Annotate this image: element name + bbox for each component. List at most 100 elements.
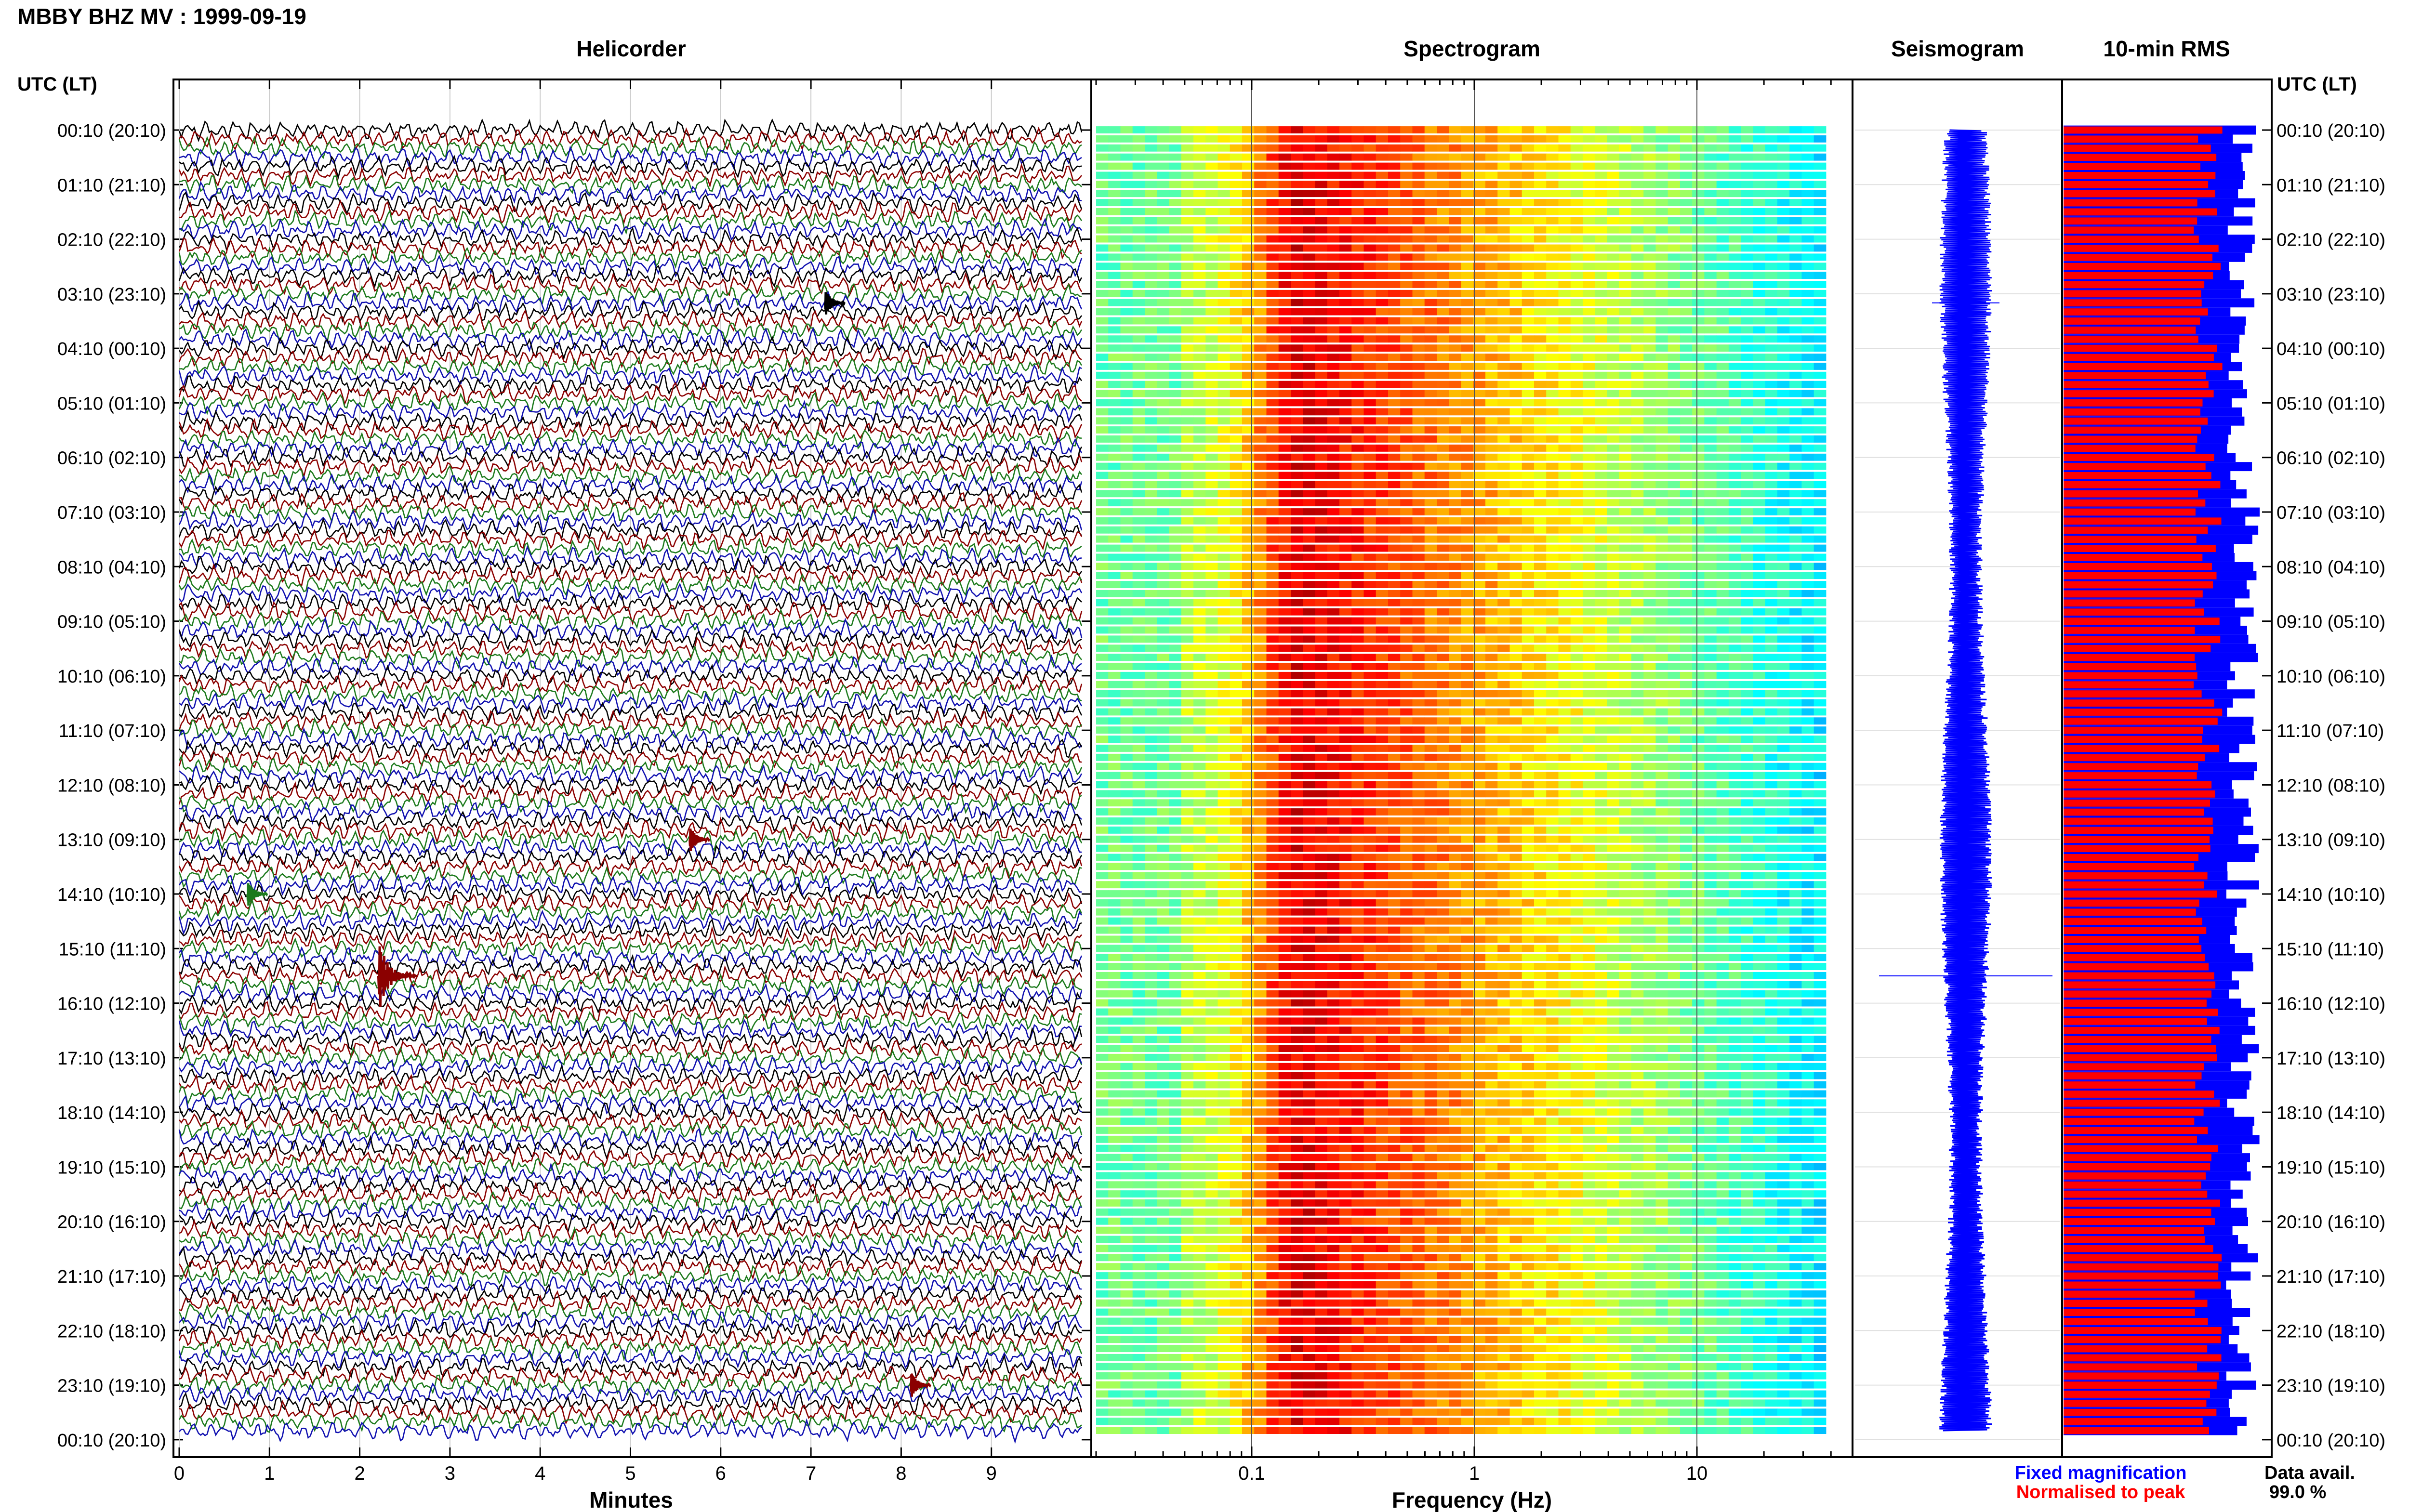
spectrogram-cell: [1315, 635, 1328, 643]
spectrogram-cell: [1813, 435, 1827, 443]
spectrogram-cell: [1266, 444, 1279, 452]
spectrogram-cell: [1716, 781, 1729, 789]
spectrogram-cell: [1254, 553, 1267, 561]
spectrogram-cell: [1376, 162, 1389, 170]
spectrogram-cell: [1169, 344, 1182, 352]
spectrogram-cell: [1789, 171, 1802, 179]
spectrogram-cell: [1412, 208, 1425, 215]
spectrogram-cell: [1619, 799, 1632, 807]
spectrogram-cell: [1668, 663, 1681, 670]
spectrogram-cell: [1765, 453, 1778, 461]
spectrogram-cell: [1303, 581, 1315, 588]
spectrogram-cell: [1205, 272, 1218, 279]
spectrogram-cell: [1509, 681, 1522, 688]
spectrogram-cell: [1096, 472, 1109, 479]
spectrogram-cell: [1680, 481, 1693, 488]
spectrogram-cell: [1242, 363, 1255, 370]
spectrogram-cell: [1096, 208, 1109, 215]
spectrogram-cell: [1108, 289, 1121, 297]
spectrogram-cell: [1205, 599, 1218, 606]
spectrogram-cell: [1777, 753, 1790, 761]
spectrogram-cell: [1728, 335, 1741, 343]
spectrogram-cell: [1157, 799, 1169, 807]
spectrogram-cell: [1522, 654, 1535, 661]
spectrogram-cell: [1497, 736, 1510, 743]
spectrogram-cell: [1534, 289, 1547, 297]
spectrogram-cell: [1169, 745, 1182, 752]
spectrogram-row: [1096, 717, 1827, 725]
spectrogram-cell: [1704, 817, 1717, 825]
spectrogram-cell: [1728, 235, 1741, 243]
spectrogram-cell: [1619, 663, 1632, 670]
spectrogram-cell: [1765, 263, 1778, 270]
spectrogram-cell: [1339, 462, 1352, 470]
spectrogram-cell: [1643, 635, 1656, 643]
spectrogram-cell: [1278, 453, 1291, 461]
spectrogram-cell: [1193, 153, 1206, 161]
spectrogram-cell: [1376, 490, 1389, 498]
spectrogram-cell: [1193, 745, 1206, 752]
spectrogram-cell: [1363, 181, 1377, 188]
helicorder-trace: [179, 462, 1083, 488]
spectrogram-cell: [1339, 289, 1352, 297]
spectrogram-cell: [1218, 281, 1231, 288]
spectrogram-cell: [1583, 263, 1595, 270]
helicorder-trace: [179, 926, 1083, 953]
spectrogram-cell: [1218, 681, 1231, 688]
spectrogram-cell: [1789, 517, 1802, 525]
spectrogram-cell: [1522, 244, 1535, 252]
time-label-left: 14:10 (10:10): [57, 885, 166, 905]
spectrogram-cell: [1704, 772, 1717, 779]
helicorder-trace: [178, 627, 1082, 652]
spectrogram-cell: [1534, 190, 1547, 197]
spectrogram-cell: [1728, 153, 1741, 161]
spectrogram-cell: [1327, 135, 1340, 143]
spectrogram-cell: [1558, 708, 1571, 716]
spectrogram-cell: [1291, 671, 1303, 679]
spectrogram-row: [1096, 763, 1827, 770]
spectrogram-cell: [1424, 717, 1437, 725]
spectrogram-cell: [1254, 817, 1267, 825]
spectrogram-cell: [1157, 435, 1169, 443]
spectrogram-cell: [1193, 799, 1206, 807]
spectrogram-cell: [1437, 162, 1449, 170]
spectrogram-cell: [1132, 817, 1145, 825]
spectrogram-cell: [1570, 281, 1583, 288]
spectrogram-cell: [1765, 590, 1778, 597]
spectrogram-cell: [1412, 626, 1425, 634]
spectrogram-cell: [1643, 244, 1656, 252]
spectrogram-cell: [1534, 171, 1547, 179]
spectrogram-cell: [1509, 371, 1522, 379]
spectrogram-cell: [1583, 317, 1595, 325]
spectrogram-cell: [1558, 699, 1571, 707]
spectrogram-cell: [1558, 381, 1571, 388]
spectrogram-cell: [1680, 335, 1693, 343]
spectrogram-cell: [1400, 426, 1413, 434]
spectrogram-cell: [1655, 244, 1668, 252]
spectrogram-cell: [1485, 617, 1498, 625]
spectrogram-cell: [1692, 326, 1705, 334]
helicorder-trace: [178, 1273, 1082, 1298]
spectrogram-cell: [1437, 599, 1449, 606]
spectrogram-cell: [1169, 363, 1182, 370]
spectrogram-cell: [1583, 681, 1595, 688]
spectrogram-cell: [1120, 171, 1133, 179]
spectrogram-cell: [1777, 526, 1790, 534]
spectrogram-cell: [1583, 426, 1595, 434]
spectrogram-cell: [1351, 326, 1364, 334]
time-label-left: 00:10 (20:10): [57, 1431, 166, 1451]
spectrogram-cell: [1218, 263, 1231, 270]
spectrogram-cell: [1424, 190, 1437, 197]
spectrogram-cell: [1278, 690, 1291, 697]
spectrogram-cell: [1120, 690, 1133, 697]
spectrogram-cell: [1546, 781, 1559, 789]
spectrogram-cell: [1351, 772, 1364, 779]
spectrogram-cell: [1680, 435, 1693, 443]
spectrogram-cell: [1607, 299, 1620, 306]
spectrogram-cell: [1169, 289, 1182, 297]
spectrogram-cell: [1534, 663, 1547, 670]
spectrogram-cell: [1266, 135, 1279, 143]
spectrogram-cell: [1132, 617, 1145, 625]
spectrogram-cell: [1704, 153, 1717, 161]
spectrogram-cell: [1741, 126, 1753, 133]
